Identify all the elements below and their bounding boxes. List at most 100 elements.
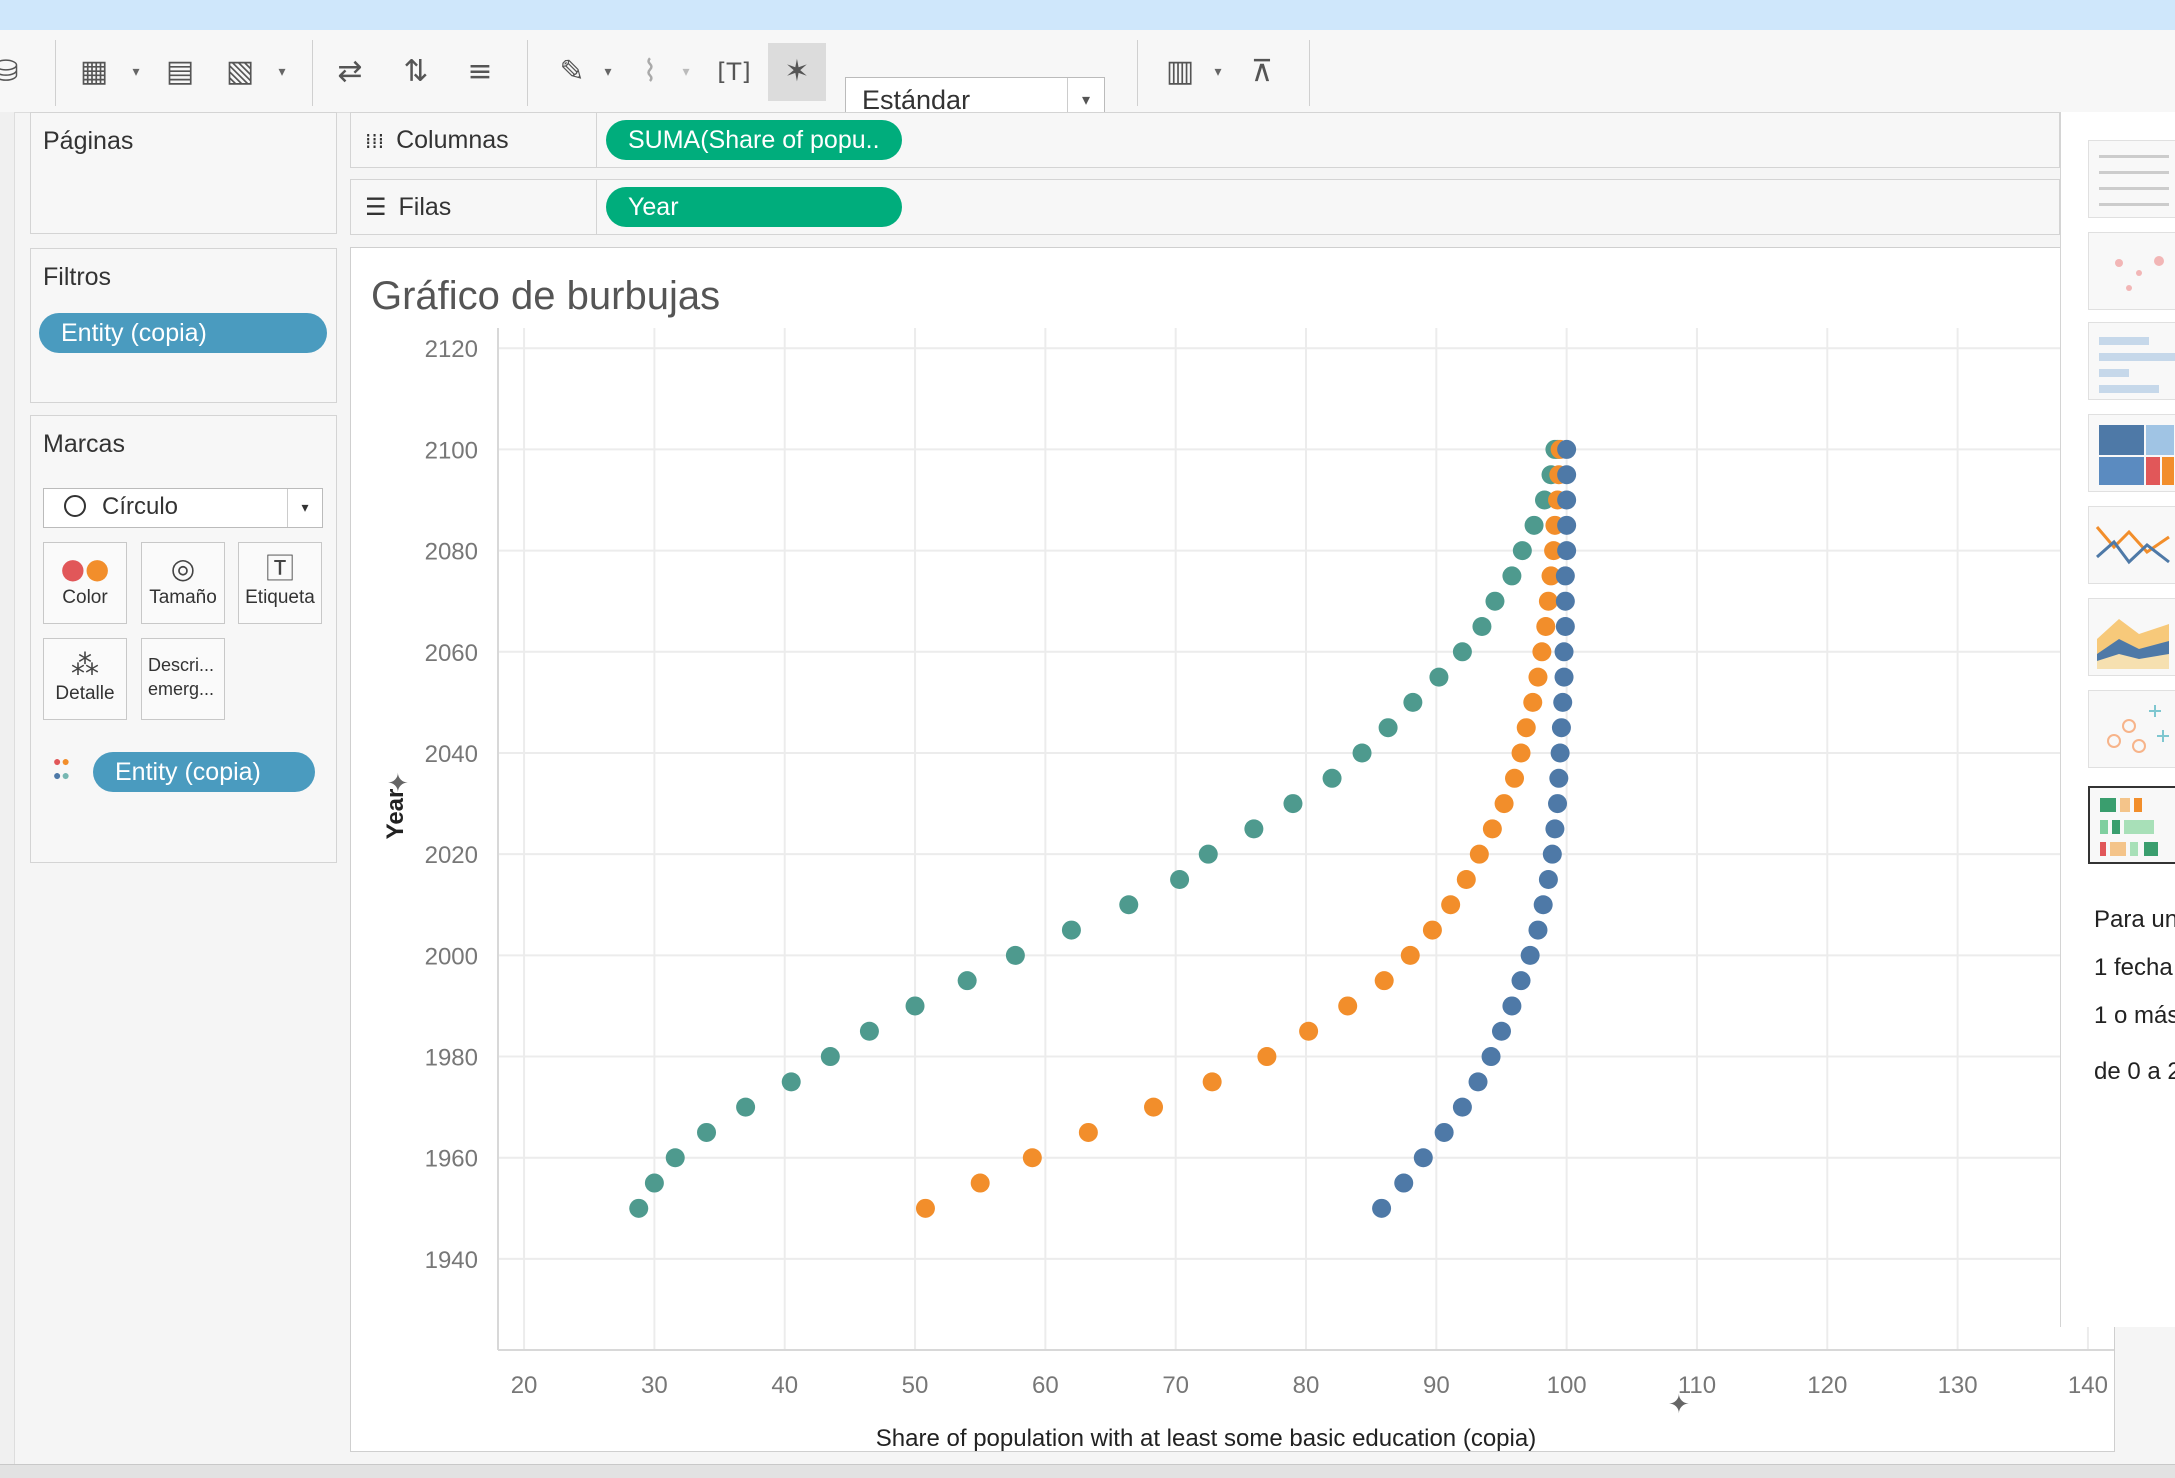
- y-tick-label: 1960: [425, 1146, 478, 1173]
- chevron-down-icon[interactable]: ▾: [682, 64, 690, 80]
- data-point: [1299, 1021, 1319, 1041]
- x-tick-label: 110: [1678, 1372, 1716, 1399]
- tooltip-button-label: Descri... emerg...: [148, 655, 215, 699]
- data-point: [1516, 718, 1536, 738]
- data-point: [1555, 591, 1575, 611]
- columns-pill[interactable]: SUMA(Share of popu..: [606, 120, 902, 160]
- color-button[interactable]: ●● Color: [43, 542, 127, 624]
- data-point: [736, 1097, 756, 1117]
- y-tick-label: 2120: [425, 336, 478, 363]
- label-button[interactable]: 🅃 Etiqueta: [238, 542, 322, 624]
- fix-axes-icon[interactable]: ✶: [768, 43, 826, 101]
- map-thumbnail[interactable]: [2088, 232, 2175, 310]
- chevron-down-icon[interactable]: ▾: [132, 64, 140, 80]
- rows-pill[interactable]: Year: [606, 187, 902, 227]
- x-tick-label: 20: [511, 1372, 538, 1399]
- data-point: [1524, 515, 1544, 535]
- show-me-hint-line-3: 1 o más: [2094, 1002, 2175, 1029]
- label-button-label: Etiqueta: [245, 587, 315, 608]
- detail-button[interactable]: ⁂ Detalle: [43, 638, 127, 720]
- data-point: [1557, 515, 1577, 535]
- x-tick-label: 70: [1162, 1372, 1189, 1399]
- toolbar-separator: [1137, 40, 1138, 106]
- x-tick-label: 40: [771, 1372, 798, 1399]
- data-point: [1532, 642, 1552, 662]
- x-tick-label: 60: [1032, 1372, 1059, 1399]
- sort-ascending-icon[interactable]: ⇅: [403, 54, 429, 89]
- data-point: [1422, 920, 1442, 940]
- scatter-chart[interactable]: 20 30 40 50 60 70 80 90 100 110 120 130 140 1940 1960 1…: [351, 248, 2114, 1451]
- datasource-icon[interactable]: ⛁: [0, 54, 19, 89]
- data-point: [1557, 465, 1577, 485]
- duplicate-sheet-icon[interactable]: ▤: [165, 54, 195, 89]
- data-point: [1511, 971, 1531, 991]
- line-chart-thumbnail[interactable]: [2088, 506, 2175, 584]
- fit-select-value: Estándar: [862, 85, 971, 115]
- marks-title: Marcas: [43, 430, 125, 458]
- pages-card: Páginas: [30, 112, 337, 234]
- data-point: [1502, 996, 1522, 1016]
- highlight-table-thumbnail-selected[interactable]: [2088, 786, 2175, 864]
- show-me-icon[interactable]: ▥: [1165, 54, 1195, 89]
- chevron-down-icon[interactable]: ▾: [1067, 78, 1104, 120]
- data-point: [1553, 692, 1573, 712]
- color-pill-entity[interactable]: Entity (copia): [93, 752, 315, 792]
- swap-axes-icon[interactable]: ⇄: [337, 54, 363, 89]
- new-worksheet-icon[interactable]: ▦: [79, 54, 109, 89]
- treemap-thumbnail[interactable]: [2088, 414, 2175, 492]
- chevron-down-icon[interactable]: ▾: [1214, 64, 1222, 80]
- columns-label-text: Columnas: [396, 126, 509, 154]
- show-me-panel: Para un 1 fecha 1 o más de 0 a 2: [2060, 112, 2175, 1327]
- data-point: [1523, 692, 1543, 712]
- data-point: [970, 1173, 990, 1193]
- mark-type-select[interactable]: Círculo ▾: [43, 488, 323, 528]
- area-chart-thumbnail[interactable]: [2088, 598, 2175, 676]
- data-point: [1512, 541, 1532, 561]
- filter-pill-entity[interactable]: Entity (copia): [39, 313, 327, 353]
- data-point: [1511, 743, 1531, 763]
- data-point: [629, 1198, 649, 1218]
- data-point: [1374, 971, 1394, 991]
- data-point: [1434, 1122, 1454, 1142]
- paperclip-icon[interactable]: ⌇: [642, 54, 658, 89]
- data-point: [1557, 490, 1577, 510]
- detail-hierarchy-icon: ⁂: [71, 648, 99, 681]
- color-palette-icon: ●●: [60, 552, 110, 585]
- chevron-down-icon[interactable]: ▾: [287, 489, 322, 527]
- toolbar-separator: [312, 40, 313, 106]
- chevron-down-icon[interactable]: ▾: [604, 64, 612, 80]
- data-point: [1403, 692, 1423, 712]
- data-point: [1441, 895, 1461, 915]
- show-labels-icon[interactable]: [T]: [717, 58, 751, 86]
- y-tick-label: 2080: [425, 539, 478, 566]
- data-point: [1352, 743, 1372, 763]
- bar-chart-thumbnail[interactable]: [2088, 322, 2175, 400]
- presentation-mode-icon[interactable]: ⊼: [1251, 54, 1273, 89]
- columns-icon: ⁞⁞⁞: [365, 129, 385, 153]
- clear-sheet-icon[interactable]: ▧: [225, 54, 255, 89]
- data-point: [1536, 617, 1556, 637]
- data-point: [1061, 920, 1081, 940]
- data-point: [1544, 541, 1564, 561]
- data-point: [1244, 819, 1264, 839]
- size-button[interactable]: ◎ Tamaño: [141, 542, 225, 624]
- data-point: [1485, 591, 1505, 611]
- data-point: [1170, 869, 1190, 889]
- scatter-thumbnail[interactable]: [2088, 690, 2175, 768]
- data-point: [1557, 439, 1577, 459]
- data-point: [1372, 1198, 1392, 1218]
- tooltip-button[interactable]: Descri... emerg...: [141, 638, 225, 720]
- highlight-pen-icon[interactable]: ✎: [559, 54, 585, 89]
- y-tick-label: 1980: [425, 1045, 478, 1072]
- data-point: [1394, 1173, 1414, 1193]
- y-axis-title: Year: [382, 789, 409, 840]
- text-table-thumbnail[interactable]: [2088, 140, 2175, 218]
- data-point: [1378, 718, 1398, 738]
- sheet-tabs-bar[interactable]: [0, 1464, 2175, 1478]
- data-point: [859, 1021, 879, 1041]
- sort-descending-icon[interactable]: ≡: [467, 54, 493, 89]
- size-button-label: Tamaño: [149, 587, 217, 608]
- circle-icon: [64, 495, 86, 517]
- data-point: [1338, 996, 1358, 1016]
- chevron-down-icon[interactable]: ▾: [278, 64, 286, 80]
